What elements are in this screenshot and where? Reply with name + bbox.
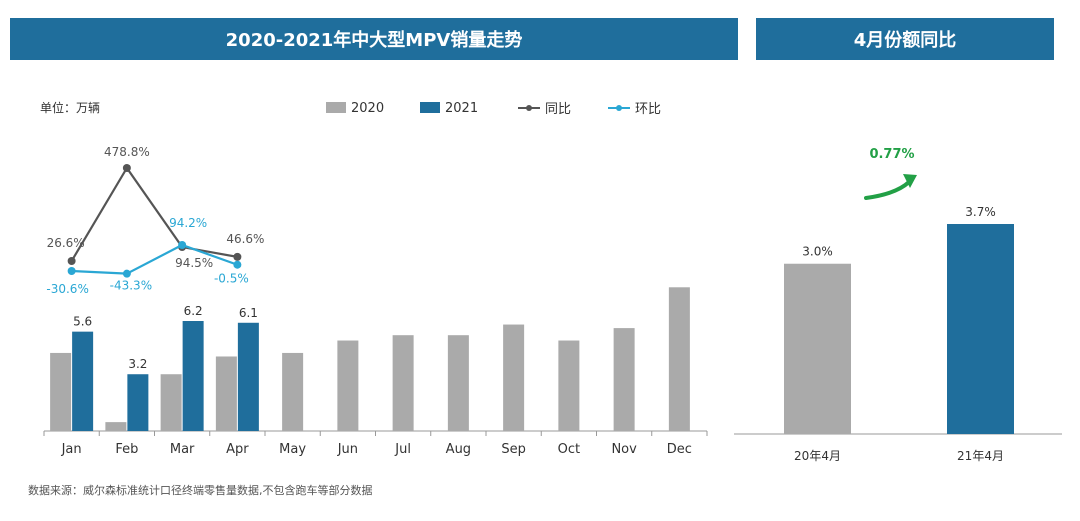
x-tick-label-Mar: Mar: [170, 442, 195, 457]
legend-label-2020: 2020: [351, 101, 384, 116]
bar-2021-label-Mar: 6.2: [184, 304, 203, 318]
right-bar-0: [784, 263, 851, 434]
bar-2020-Jul: [392, 335, 414, 431]
mom-label-Apr: -0.5%: [214, 272, 249, 286]
yoy-label-Apr: 46.6%: [226, 232, 264, 246]
bar-2020-Apr: [215, 356, 237, 431]
right-x-label-1: 21年4月: [957, 449, 1004, 463]
legend-swatch-2020: [326, 102, 346, 113]
x-tick-label-Jun: Jun: [337, 442, 358, 457]
yoy-label-Jan: 26.6%: [47, 236, 85, 250]
right-x-label-0: 20年4月: [794, 449, 841, 463]
yoy-point-Apr: [233, 252, 242, 261]
right-bar-1: [947, 224, 1014, 434]
bar-2020-Feb: [105, 422, 127, 431]
bar-2020-Sep: [503, 324, 525, 431]
bar-2020-Nov: [613, 328, 635, 431]
legend-marker-2: [526, 105, 532, 111]
bar-2020-Jan: [50, 352, 72, 431]
bar-2020-Aug: [447, 335, 469, 431]
x-tick-label-May: May: [279, 442, 306, 457]
bar-2021-Mar: [182, 321, 204, 431]
source-note: 数据来源：威尔森标准统计口径终端零售量数据,不包含跑车等部分数据: [28, 484, 373, 497]
trend-arrow-icon: [864, 180, 911, 200]
mom-label-Feb: -43.3%: [110, 279, 152, 293]
mom-point-Jan: [67, 267, 76, 275]
legend-swatch-2021: [420, 102, 440, 113]
mom-point-Feb: [122, 269, 131, 278]
x-tick-label-Feb: Feb: [115, 442, 138, 457]
bar-2021-Apr: [237, 322, 259, 431]
legend-label-2021: 2021: [445, 101, 478, 116]
mom-point-Apr: [233, 260, 242, 269]
bar-2021-Feb: [127, 374, 149, 431]
mom-label-Mar: 94.2%: [169, 216, 207, 230]
unit-label: 单位：万辆: [40, 100, 100, 115]
x-tick-label-Nov: Nov: [611, 442, 637, 457]
yoy-point-Feb: [122, 164, 131, 172]
bar-2020-Oct: [558, 340, 580, 431]
bar-2020-Mar: [160, 374, 182, 431]
x-tick-label-Dec: Dec: [667, 442, 692, 457]
mom-point-Mar: [178, 241, 187, 249]
bar-2021-label-Apr: 6.1: [239, 306, 258, 320]
yoy-label-Mar: 94.5%: [175, 256, 213, 270]
right-chart-title: 4月份额同比: [756, 18, 1054, 60]
legend-label-2: 同比: [545, 102, 571, 117]
bar-2020-Jun: [337, 340, 359, 431]
bar-2021-label-Jan: 5.6: [73, 315, 92, 329]
yoy-line: [70, 165, 238, 262]
x-tick-label-Aug: Aug: [446, 442, 471, 457]
legend-marker-3: [616, 105, 622, 111]
yoy-point-Jan: [67, 257, 76, 265]
left-chart-title: 2020-2021年中大型MPV销量走势: [10, 18, 738, 60]
bar-2020-Dec: [668, 287, 690, 431]
share-change-annotation: 0.77%: [869, 147, 914, 162]
right-bar-label-1: 3.7%: [965, 205, 996, 219]
x-tick-label-Jan: Jan: [61, 442, 82, 457]
bar-2020-May: [282, 352, 304, 431]
bar-2021-label-Feb: 3.2: [128, 357, 147, 371]
x-tick-label-Oct: Oct: [558, 442, 580, 457]
yoy-label-Feb: 478.8%: [104, 145, 150, 159]
x-tick-label-Sep: Sep: [501, 442, 526, 457]
x-tick-label-Jul: Jul: [394, 442, 411, 457]
right-bar-label-0: 3.0%: [802, 245, 833, 259]
legend-label-3: 环比: [635, 102, 661, 117]
trend-arrow-head-icon: [903, 174, 917, 188]
mom-label-Jan: -30.6%: [46, 282, 88, 296]
mom-line: [71, 243, 238, 275]
bar-2021-Jan: [72, 331, 94, 431]
x-tick-label-Apr: Apr: [226, 442, 249, 457]
